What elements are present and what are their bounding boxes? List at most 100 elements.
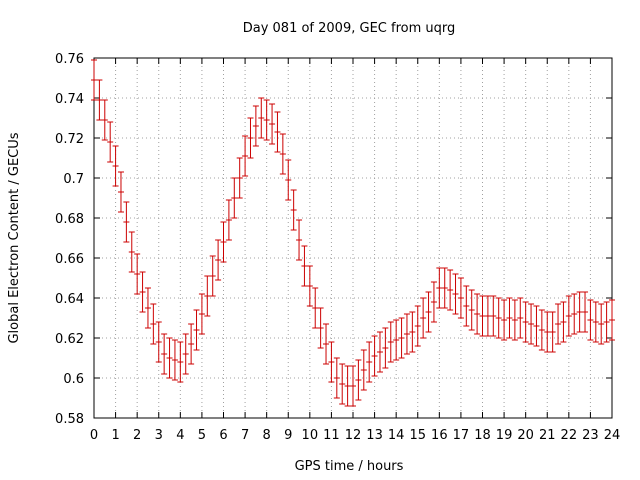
- error-bar-point: [236, 157, 243, 199]
- y-tick-label: 0.64: [55, 292, 84, 307]
- error-bar-point: [609, 299, 615, 341]
- error-bar-point: [376, 331, 383, 373]
- error-bar-point: [474, 293, 481, 335]
- error-bar-point: [371, 335, 378, 377]
- error-bar-point: [296, 219, 303, 261]
- x-tick-label: 6: [219, 428, 227, 443]
- y-tick-label: 0.74: [55, 92, 84, 107]
- error-bar-point: [231, 177, 238, 219]
- error-bar-point: [463, 285, 470, 327]
- error-bar-point: [193, 309, 200, 351]
- error-bar-point: [301, 245, 308, 287]
- error-bar-point: [457, 277, 464, 319]
- error-bar-point: [592, 301, 599, 343]
- x-tick-label: 4: [176, 428, 184, 443]
- error-bar-point: [565, 295, 572, 337]
- error-bar-point: [533, 305, 540, 347]
- error-bar-point: [155, 321, 162, 363]
- x-tick-label: 24: [604, 428, 621, 443]
- error-bar-point: [344, 365, 351, 407]
- error-bar-point: [398, 317, 405, 359]
- x-tick-label: 9: [284, 428, 292, 443]
- error-bar-point: [215, 239, 222, 281]
- x-tick-label: 18: [474, 428, 491, 443]
- error-bar-point: [150, 303, 157, 345]
- x-tick-label: 15: [409, 428, 426, 443]
- error-bar-point: [242, 135, 249, 177]
- error-bar-point: [403, 313, 410, 355]
- x-tick-label: 22: [561, 428, 578, 443]
- error-bar-point: [603, 301, 610, 343]
- error-bar-point: [339, 363, 346, 405]
- error-bar-point: [285, 159, 292, 201]
- grid: [94, 58, 612, 418]
- error-bar-point: [582, 291, 589, 333]
- y-tick-label: 0.6: [63, 372, 84, 387]
- x-tick-label: 7: [241, 428, 249, 443]
- x-tick-label: 17: [453, 428, 470, 443]
- error-bar-point: [441, 267, 448, 309]
- error-bar-point: [452, 273, 459, 315]
- error-bar-point: [123, 201, 130, 243]
- error-bar-point: [204, 275, 211, 317]
- error-bar-point: [420, 297, 427, 339]
- error-bar-point: [220, 221, 227, 263]
- error-bar-point: [144, 287, 151, 329]
- error-bar-point: [571, 293, 578, 335]
- x-tick-label: 11: [323, 428, 340, 443]
- error-bar-point: [323, 323, 330, 365]
- error-bar-point: [128, 231, 135, 273]
- error-bar-point: [366, 341, 373, 383]
- error-bar-point: [225, 199, 232, 241]
- error-bar-point: [355, 359, 362, 401]
- error-bar-point: [409, 311, 416, 353]
- x-tick-labels: 0 1 2 3 4 5 6 7 8 9 10 11 12 13 14 15 16 17 18 19 20 21 22 23 24: [90, 428, 620, 443]
- y-axis-label: Global Electron Content / GECUs: [7, 132, 22, 343]
- error-bar-point: [544, 311, 551, 353]
- error-bar-point: [414, 305, 421, 347]
- chart-title: Day 081 of 2009, GEC from uqrg: [243, 21, 456, 36]
- error-bar-point: [576, 291, 583, 333]
- error-bar-point: [117, 171, 124, 213]
- error-bar-point: [317, 307, 324, 349]
- error-bar-point: [134, 253, 141, 295]
- error-bar-point: [96, 79, 103, 121]
- x-axis-label: GPS time / hours: [295, 459, 404, 474]
- error-bar-point: [328, 341, 335, 383]
- error-bar-point: [506, 297, 513, 339]
- error-bar-point: [350, 365, 356, 407]
- error-bar-point: [182, 333, 189, 375]
- error-bar-point: [436, 267, 443, 309]
- error-bar-point: [425, 291, 432, 333]
- x-tick-label: 8: [263, 428, 271, 443]
- error-bar-point: [560, 301, 567, 343]
- error-bar-point: [468, 289, 475, 331]
- x-tick-label: 13: [366, 428, 383, 443]
- error-bar-point: [188, 323, 195, 365]
- y-tick-label: 0.66: [55, 252, 84, 267]
- error-bar-point: [538, 309, 545, 351]
- y-tick-label: 0.68: [55, 212, 84, 227]
- error-bar-point: [490, 295, 497, 337]
- error-bar-point: [587, 299, 594, 341]
- x-tick-label: 20: [517, 428, 534, 443]
- x-tick-label: 14: [388, 428, 405, 443]
- error-bar-point: [522, 301, 529, 343]
- series-gec: [91, 59, 615, 407]
- y-tick-labels: 0.58 0.6 0.62 0.64 0.66 0.68 0.7 0.72 0.74 0.76: [55, 52, 84, 427]
- error-bar-point: [360, 349, 367, 391]
- error-bar-point: [269, 103, 276, 145]
- error-bar-point: [447, 269, 454, 311]
- error-bar-point: [161, 333, 168, 375]
- x-tick-label: 2: [133, 428, 141, 443]
- y-tick-label: 0.58: [55, 412, 84, 427]
- error-bar-point: [511, 299, 518, 341]
- error-bar-point: [263, 99, 270, 141]
- y-tick-label: 0.62: [55, 332, 84, 347]
- x-tick-label: 0: [90, 428, 98, 443]
- x-tick-label: 16: [431, 428, 448, 443]
- error-bar-point: [198, 293, 205, 335]
- error-bar-point: [549, 311, 556, 353]
- error-bar-point: [393, 319, 400, 361]
